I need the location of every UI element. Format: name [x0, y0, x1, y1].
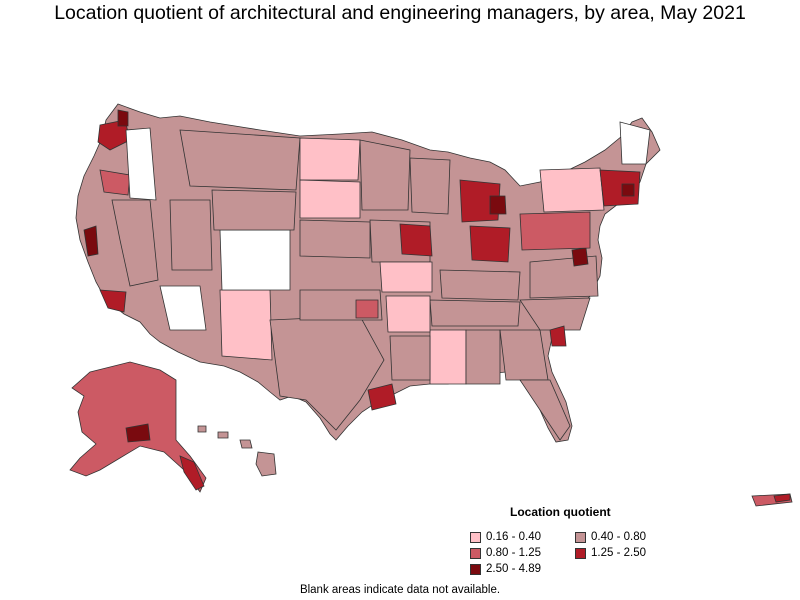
area-mississippi	[429, 329, 467, 385]
area-georgia	[499, 329, 549, 381]
legend-swatch	[575, 547, 586, 559]
puerto-rico-east	[773, 493, 791, 503]
area-missouri	[379, 261, 433, 293]
map-title: Location quotient of architectural and e…	[54, 2, 746, 24]
area-seattle	[117, 109, 129, 127]
legend-item-3: 1.25 - 2.50	[575, 547, 646, 559]
area-pennsylvania	[519, 211, 591, 251]
legend-item-0: 0.16 - 0.40	[470, 531, 541, 543]
legend-swatch	[470, 563, 481, 575]
area-kentucky	[439, 269, 521, 301]
area-utah	[169, 199, 213, 271]
area-nevada	[111, 199, 159, 287]
area-arkansas	[385, 295, 431, 333]
area-illinois	[399, 223, 433, 257]
legend-label: 2.50 - 4.89	[486, 563, 541, 575]
area-new-england	[599, 169, 641, 207]
hawaii	[197, 425, 277, 477]
area-oregon	[99, 169, 131, 196]
legend-item-2: 0.80 - 1.25	[470, 547, 541, 559]
footnote: Blank areas indicate data not available.	[299, 584, 501, 596]
area-minnesota	[359, 139, 411, 211]
legend-title: Location quotient	[510, 505, 611, 519]
puerto-rico	[751, 493, 793, 507]
area-charleston	[549, 325, 567, 347]
area-montana	[179, 129, 301, 191]
alaska-southeast	[179, 455, 205, 491]
area-louisiana	[389, 335, 431, 381]
legend-label: 0.40 - 0.80	[591, 531, 646, 543]
legend-swatch	[575, 531, 586, 543]
legend-item-4: 2.50 - 4.89	[470, 563, 541, 575]
area-carolinas	[519, 297, 591, 331]
legend-label: 0.80 - 1.25	[486, 547, 541, 559]
area-wisconsin	[409, 157, 451, 215]
area-houston	[367, 383, 397, 411]
area-texas	[269, 315, 385, 431]
alaska	[69, 361, 207, 493]
area-boston	[621, 183, 635, 197]
hawaii-kauai	[197, 425, 207, 433]
legend-label: 0.16 - 0.40	[486, 531, 541, 543]
legend-swatch	[470, 547, 481, 559]
hawaii-oahu	[217, 431, 229, 439]
area-new-york	[539, 167, 605, 213]
area-maine	[619, 121, 651, 165]
hawaii-maui	[239, 439, 253, 449]
area-new-mexico	[219, 289, 273, 361]
area-south-dakota	[299, 179, 361, 219]
area-colorado	[219, 229, 291, 291]
legend-label: 1.25 - 2.50	[591, 547, 646, 559]
area-idaho-falls	[125, 127, 157, 201]
area-dc-md	[571, 247, 589, 267]
area-arizona	[159, 285, 207, 331]
legend-item-1: 0.40 - 0.80	[575, 531, 646, 543]
hawaii-big-island	[255, 451, 277, 477]
alaska-anchorage	[125, 423, 151, 443]
area-ohio	[469, 225, 511, 263]
area-nebraska	[299, 219, 371, 259]
area-north-dakota	[299, 137, 361, 181]
area-la	[99, 289, 127, 313]
area-alabama	[465, 329, 501, 385]
contiguous-us	[75, 103, 661, 443]
area-florida	[519, 379, 571, 441]
area-bay-area	[83, 225, 99, 257]
area-wichita	[355, 299, 379, 319]
area-detroit	[489, 195, 507, 215]
area-wyoming	[211, 189, 297, 231]
area-tennessee	[429, 299, 521, 327]
legend-swatch	[470, 531, 481, 543]
